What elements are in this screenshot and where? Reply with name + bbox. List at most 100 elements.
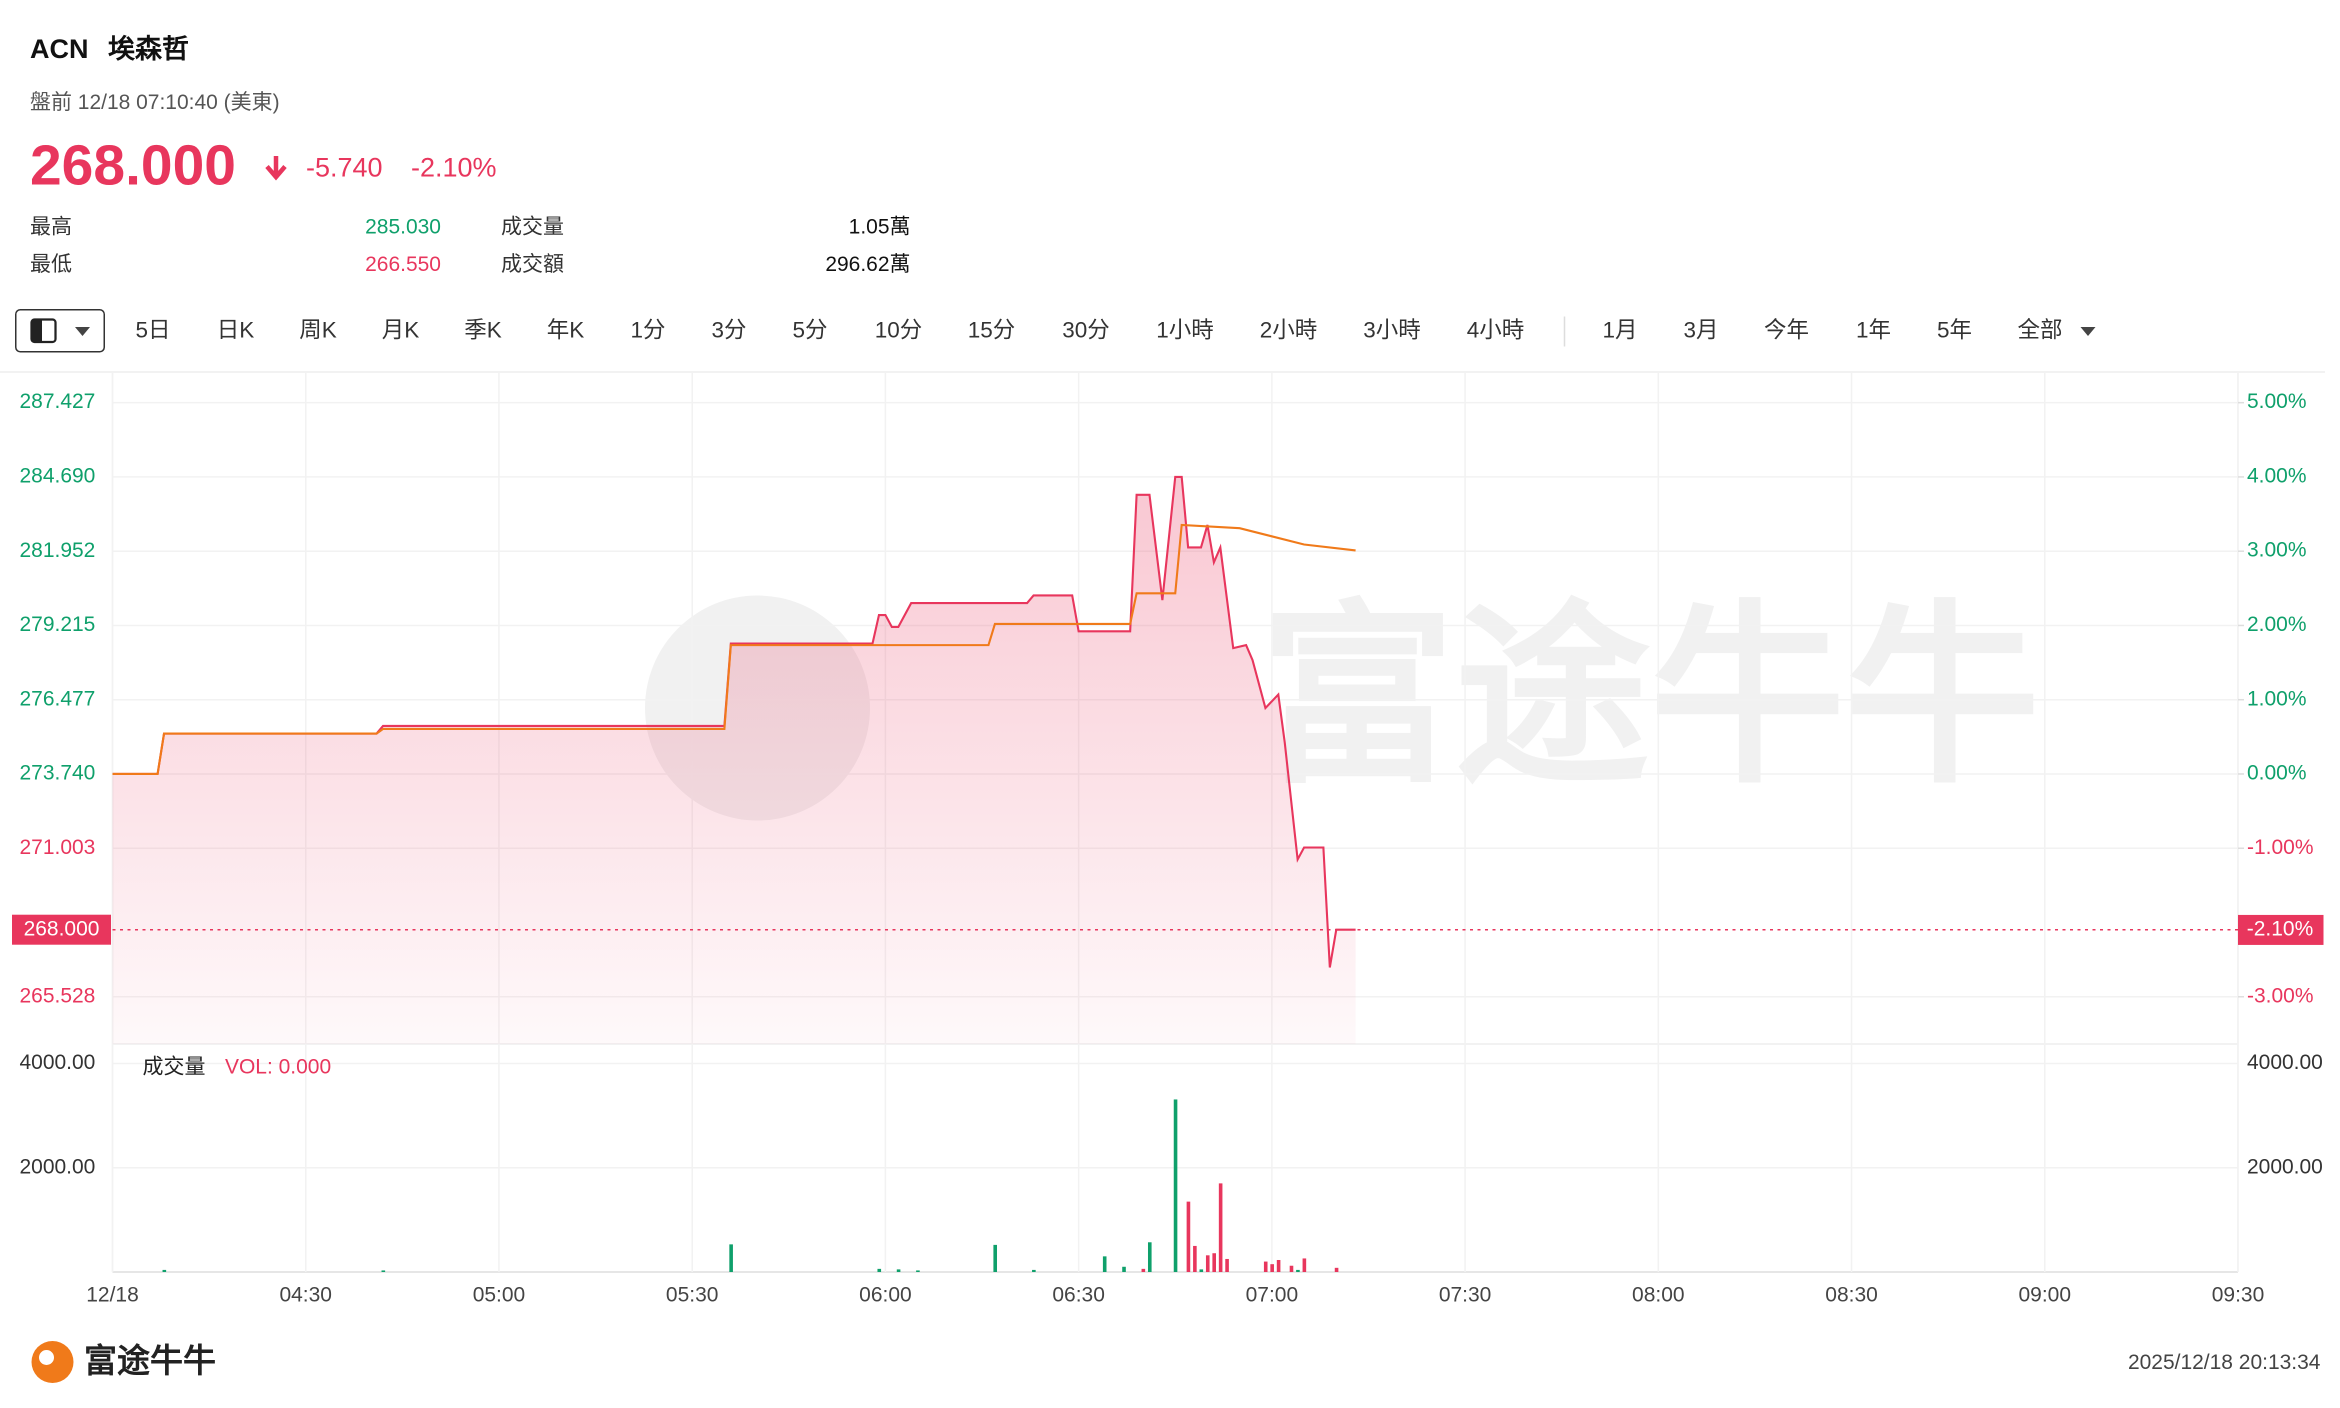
y-tick-label: 273.740 xyxy=(20,762,96,785)
logo-eye xyxy=(39,1349,55,1365)
timeframe-tab[interactable]: 1小時 xyxy=(1156,317,1213,342)
timestamp: 2025/12/18 20:13:34 xyxy=(2128,1351,2321,1374)
last-pct-tag xyxy=(2237,914,2324,945)
stat-label: 最高 xyxy=(30,216,72,239)
x-tick-label: 06:30 xyxy=(1052,1284,1105,1307)
x-tick-label: 05:00 xyxy=(473,1284,526,1307)
y2-tick-label: 1.00% xyxy=(2247,687,2307,710)
volume-bar xyxy=(1212,1253,1216,1272)
timeframe-tab[interactable]: 2小時 xyxy=(1260,317,1317,342)
stat-value: 266.550 xyxy=(365,253,441,276)
timeframe-tab[interactable]: 年K xyxy=(547,317,584,342)
chart-type-button[interactable] xyxy=(15,308,106,353)
timeframe-tab[interactable]: 全部 xyxy=(2018,317,2063,342)
change: -5.740 xyxy=(306,153,383,183)
timeframe-tab[interactable]: 5日 xyxy=(136,317,171,342)
volume-bar xyxy=(1186,1201,1191,1272)
stat-label: 成交量 xyxy=(501,216,564,239)
last-price-tag xyxy=(12,914,112,945)
volume-bar xyxy=(1173,1099,1178,1272)
volume-tick-label: 4000.00 xyxy=(20,1051,96,1074)
volume-bar xyxy=(1289,1265,1294,1272)
volume-value: VOL: 0.000 xyxy=(225,1056,331,1079)
average-line xyxy=(112,523,1356,776)
timeframe-tab[interactable]: 周K xyxy=(299,317,336,342)
timeframe-tab[interactable]: 季K xyxy=(464,317,501,342)
y2-tick-label: -3.00% xyxy=(2247,984,2314,1007)
x-tick-label: 07:30 xyxy=(1439,1284,1492,1307)
timeframe-tab[interactable]: 1年 xyxy=(1856,317,1891,342)
volume-bar xyxy=(1218,1183,1223,1272)
y2-tick-label: 5.00% xyxy=(2247,390,2307,413)
timeframe-tab[interactable]: 3小時 xyxy=(1363,317,1420,342)
dropdown-caret xyxy=(2080,326,2096,336)
volume-tick-label-right: 4000.00 xyxy=(2247,1051,2323,1074)
dropdown-caret xyxy=(75,326,91,336)
timeframe-tab[interactable]: 10分 xyxy=(875,317,922,342)
volume-bar xyxy=(1296,1269,1300,1272)
last-price-label: 268.000 xyxy=(24,917,100,940)
stat-value: 296.62萬 xyxy=(825,253,910,276)
down-arrow xyxy=(265,155,287,181)
volume-bar xyxy=(1122,1266,1126,1272)
symbol: ACN xyxy=(30,34,88,64)
volume-tick-label-right: 2000.00 xyxy=(2247,1155,2323,1178)
volume-bar xyxy=(1205,1255,1210,1272)
volume-bar xyxy=(1263,1261,1268,1272)
volume-bar xyxy=(916,1270,920,1272)
volume-bar xyxy=(1147,1242,1152,1272)
timeframe-tab[interactable]: 30分 xyxy=(1062,317,1109,342)
timeframe-tab[interactable]: 3月 xyxy=(1683,317,1718,342)
timeframe-tab[interactable]: 5年 xyxy=(1937,317,1972,342)
volume-bar xyxy=(1141,1268,1146,1272)
x-tick-label: 09:30 xyxy=(2212,1284,2265,1307)
last-pct-label: -2.10% xyxy=(2247,917,2314,940)
timeframe-tab[interactable]: 1分 xyxy=(631,317,666,342)
price-area xyxy=(112,476,1356,1044)
y-tick-label: 265.528 xyxy=(20,984,96,1007)
timeframe-tab[interactable]: 3分 xyxy=(712,317,747,342)
volume-bar xyxy=(877,1268,882,1272)
volume-title: 成交量 xyxy=(143,1056,206,1079)
stat-value: 285.030 xyxy=(365,216,441,239)
stat-value: 1.05萬 xyxy=(849,216,911,239)
timeframe-tab[interactable]: 4小時 xyxy=(1467,317,1524,342)
timeframe-tab[interactable]: 今年 xyxy=(1764,317,1809,342)
volume-bar xyxy=(1102,1256,1107,1272)
price-line xyxy=(112,475,1356,968)
volume-tick-label: 2000.00 xyxy=(20,1155,96,1178)
volume-bar xyxy=(162,1269,167,1272)
y-tick-label: 287.427 xyxy=(20,390,96,413)
stat-label: 最低 xyxy=(30,253,72,276)
price: 268.000 xyxy=(30,134,236,198)
volume-bar xyxy=(993,1244,998,1272)
x-tick-label: 07:00 xyxy=(1246,1284,1299,1307)
x-tick-label: 08:30 xyxy=(1825,1284,1878,1307)
status: 盤前 12/18 07:10:40 (美東) xyxy=(30,91,280,114)
timeframe-tab[interactable]: 5分 xyxy=(793,317,828,342)
volume-bar xyxy=(1334,1267,1339,1272)
volume-bar xyxy=(1193,1245,1197,1272)
y-tick-label: 284.690 xyxy=(20,464,96,487)
change-pct: -2.10% xyxy=(411,153,497,183)
x-tick-label: 12/18 xyxy=(86,1284,139,1307)
y-tick-label: 281.952 xyxy=(20,539,96,562)
y2-tick-label: 3.00% xyxy=(2247,539,2307,562)
timeframe-tab[interactable]: 日K xyxy=(217,317,254,342)
volume-bar xyxy=(1270,1264,1274,1272)
volume-bar xyxy=(1302,1258,1307,1272)
x-tick-label: 06:00 xyxy=(859,1284,912,1307)
volume-bar xyxy=(1199,1269,1204,1272)
volume-bar xyxy=(1032,1269,1036,1272)
timeframe-tab[interactable]: 月K xyxy=(382,317,419,342)
y2-tick-label: 4.00% xyxy=(2247,464,2307,487)
volume-bar xyxy=(1225,1258,1229,1272)
timeframe-tab[interactable]: 1月 xyxy=(1602,317,1637,342)
y2-tick-label: -1.00% xyxy=(2247,836,2314,859)
y2-tick-label: 0.00% xyxy=(2247,762,2307,785)
volume-bar xyxy=(1276,1260,1281,1272)
timeframe-tab[interactable]: 15分 xyxy=(968,317,1016,342)
chart-type-icon-fill xyxy=(31,319,43,342)
